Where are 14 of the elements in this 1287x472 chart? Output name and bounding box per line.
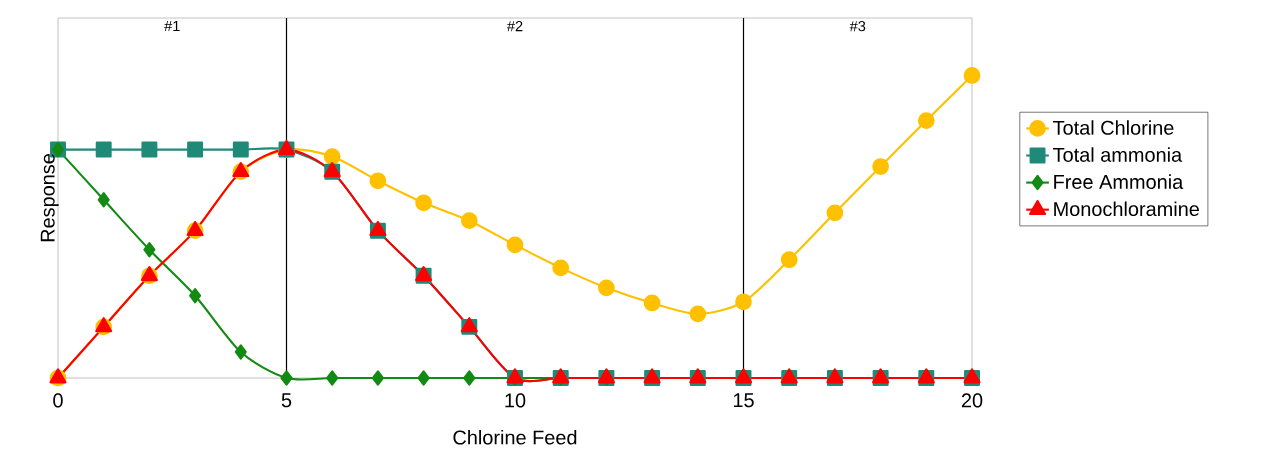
legend-label: Total Chlorine — [1053, 120, 1174, 135]
x-axis-title: Chlorine Feed — [453, 429, 577, 445]
y-axis-title: Response — [40, 154, 59, 242]
text: #3 — [849, 20, 866, 32]
text: #2 — [506, 20, 523, 32]
text: #1 — [164, 20, 180, 31]
legend-label: Free Ammonia — [1054, 174, 1184, 189]
legend-label: Monochloramine — [1054, 201, 1199, 217]
x-tick-label: 5 — [281, 393, 292, 408]
x-tick-label: 20 — [961, 393, 983, 408]
legend-label: Total ammonia — [1053, 147, 1183, 162]
x-tick-label: 10 — [505, 393, 526, 408]
x-tick-label: 15 — [733, 393, 754, 408]
x-tick-label: 0 — [53, 393, 63, 408]
